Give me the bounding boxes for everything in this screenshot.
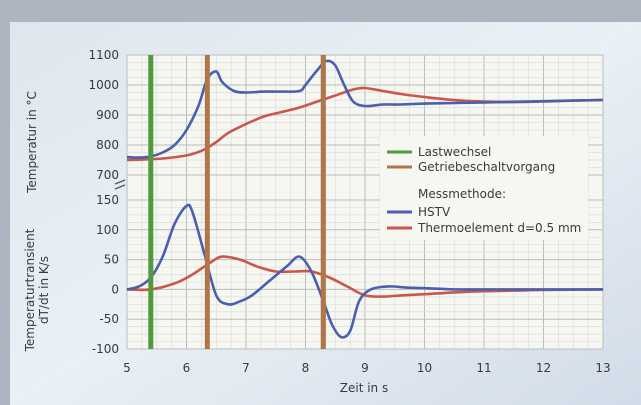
x-tick-label: 10	[417, 361, 432, 375]
series-line-hstv-transient	[126, 203, 603, 339]
x-tick-label: 6	[183, 361, 191, 375]
x-tick-labels: 5 6 7 8 9 10 11 12 13	[123, 361, 610, 375]
y-tick-label: 0	[111, 282, 119, 296]
x-tick-label: 5	[123, 361, 131, 375]
legend-box	[380, 136, 588, 240]
y-axis-label-top: Temperatur in °C	[25, 91, 39, 194]
legend-label-thermoelement: Thermoelement d=0.5 mm	[417, 221, 581, 235]
y-tick-labels-top: 1100 1000 900 800 700	[88, 48, 119, 182]
series-layer	[126, 59, 604, 339]
y-tick-label: -50	[99, 312, 119, 326]
y-tick-label: 700	[96, 168, 119, 182]
event-markers	[148, 55, 326, 349]
y-tick-label: 900	[96, 108, 119, 122]
series-line-hstv-temperature	[126, 59, 604, 159]
y-tick-label: -100	[92, 342, 119, 356]
legend-label-hstv: HSTV	[418, 205, 451, 219]
x-tick-label: 8	[302, 361, 310, 375]
y-tick-label: 100	[96, 223, 119, 237]
x-tick-label: 13	[595, 361, 610, 375]
legend-label-getriebeschaltvorgang: Getriebeschaltvorgang	[418, 160, 555, 174]
x-axis-label: Zeit in s	[340, 381, 388, 395]
axis-break-marker	[114, 179, 126, 190]
x-tick-label: 12	[536, 361, 551, 375]
x-tick-label: 11	[476, 361, 491, 375]
series-line-thermoelement-transient	[126, 255, 604, 298]
y-tick-label: 1100	[88, 48, 119, 62]
legend-label-lastwechsel: Lastwechsel	[418, 145, 491, 159]
y-axis-label-bottom-line1: Temperaturtransient	[23, 228, 37, 352]
x-tick-label: 7	[242, 361, 250, 375]
legend-section-title: Messmethode:	[418, 187, 506, 201]
y-tick-label: 150	[96, 193, 119, 207]
y-tick-label: 50	[104, 253, 119, 267]
y-tick-label: 800	[96, 138, 119, 152]
legend: Lastwechsel Getriebeschaltvorgang Messme…	[380, 136, 588, 240]
y-axis-label-bottom-line2: dT/dt in K/s	[37, 256, 51, 324]
y-tick-label: 1000	[88, 78, 119, 92]
y-tick-labels-bottom: 150 100 50 0 -50 -100	[92, 193, 119, 356]
x-tick-label: 9	[361, 361, 369, 375]
